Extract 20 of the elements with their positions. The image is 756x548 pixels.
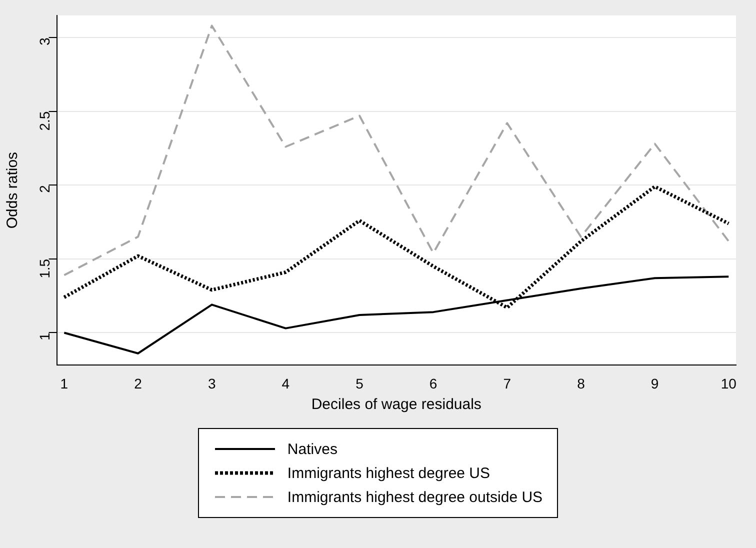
legend-label: Natives [287, 440, 338, 458]
x-tick-label: 10 [720, 375, 737, 392]
x-tick-label: 5 [356, 375, 364, 392]
y-tick-label: 1.5 [36, 258, 53, 278]
y-tick-label: 2 [36, 184, 53, 193]
x-tick-label: 1 [60, 375, 68, 392]
x-axis-title: Deciles of wage residuals [311, 396, 482, 414]
x-tick-label: 2 [134, 375, 142, 392]
x-tick-label: 9 [650, 375, 659, 392]
x-tick-label: 8 [577, 375, 586, 392]
y-tick-label: 3 [36, 37, 53, 46]
y-tick-label: 2.5 [36, 111, 53, 131]
x-tick-label: 7 [503, 375, 512, 392]
x-tick-label: 3 [208, 375, 216, 392]
y-axis-title: Odds ratios [4, 152, 22, 229]
y-tick-label: 1 [36, 332, 53, 341]
x-tick-label: 4 [282, 375, 290, 392]
legend-label: Immigrants highest degree outside US [287, 488, 543, 506]
legend-label: Immigrants highest degree US [287, 464, 490, 482]
x-tick-label: 6 [429, 375, 438, 392]
